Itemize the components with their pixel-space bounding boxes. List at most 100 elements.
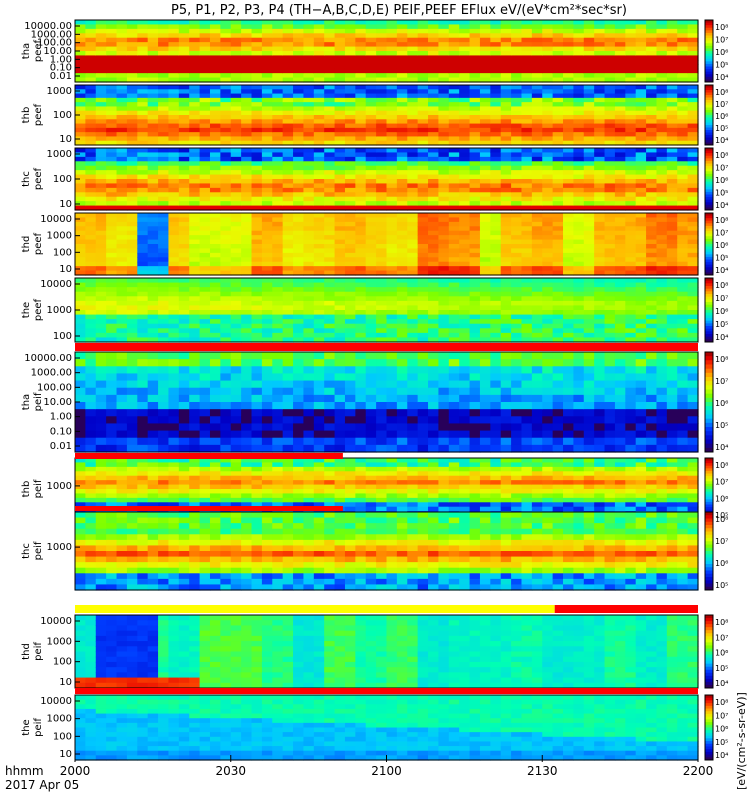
heatmap-cell	[230, 201, 242, 207]
heatmap-cell	[178, 244, 190, 250]
heatmap-cell	[656, 217, 668, 223]
heatmap-cell	[230, 305, 242, 311]
heatmap-cell	[407, 328, 419, 334]
heatmap-cell	[355, 257, 367, 263]
heatmap-cell	[95, 423, 107, 432]
heatmap-cell	[677, 140, 689, 146]
heatmap-cell	[199, 59, 211, 65]
heatmap-cell	[573, 140, 585, 146]
heatmap-cell	[147, 239, 159, 245]
heatmap-cell	[677, 24, 689, 30]
heatmap-cell	[293, 402, 305, 410]
heatmap-cell	[646, 136, 658, 142]
heatmap-cell	[635, 278, 647, 284]
heatmap-cell	[438, 77, 450, 83]
heatmap-cell	[459, 170, 471, 176]
heatmap-cell	[261, 123, 273, 129]
heatmap-cell	[303, 314, 315, 320]
heatmap-cell	[469, 430, 481, 439]
heatmap-cell	[189, 261, 201, 267]
heatmap-cell	[396, 33, 408, 39]
heatmap-cell	[479, 196, 491, 202]
heatmap-cell	[542, 310, 554, 316]
heatmap-cell	[625, 68, 637, 74]
heatmap-cell	[261, 161, 273, 167]
heatmap-cell	[376, 282, 388, 288]
heatmap-cell	[178, 380, 190, 389]
heatmap-cell	[147, 323, 159, 329]
heatmap-cell	[365, 291, 377, 297]
heatmap-cell	[85, 37, 97, 43]
heatmap-cell	[448, 132, 460, 138]
heatmap-cell	[407, 226, 419, 232]
heatmap-cell	[511, 24, 523, 30]
heatmap-cell	[199, 402, 211, 410]
heatmap-cell	[147, 380, 159, 389]
heatmap-cell	[656, 187, 668, 193]
heatmap-cell	[396, 205, 408, 211]
heatmap-cell	[386, 196, 398, 202]
heatmap-cell	[199, 179, 211, 185]
heatmap-cell	[334, 110, 346, 116]
heatmap-cell	[95, 359, 107, 367]
heatmap-cell	[594, 205, 606, 211]
heatmap-cell	[656, 305, 668, 311]
heatmap-cell	[552, 323, 564, 329]
heatmap-cell	[469, 106, 481, 112]
heatmap-cell	[656, 183, 668, 189]
heatmap-cell	[85, 305, 97, 311]
heatmap-cell	[479, 387, 491, 396]
heatmap-cell	[293, 106, 305, 112]
heatmap-cell	[428, 201, 440, 207]
heatmap-cell	[344, 305, 356, 311]
heatmap-cell	[303, 115, 315, 120]
heatmap-cell	[106, 300, 118, 307]
heatmap-cell	[604, 59, 616, 65]
heatmap-cell	[303, 187, 315, 193]
heatmap-cell	[272, 37, 284, 43]
heatmap-cell	[438, 123, 450, 129]
heatmap-cell	[500, 123, 512, 129]
heatmap-cell	[573, 217, 585, 223]
heatmap-cell	[365, 165, 377, 171]
heatmap-cell	[220, 235, 232, 241]
heatmap-cell	[552, 270, 564, 276]
heatmap-cell	[635, 132, 647, 138]
heatmap-cell	[251, 89, 263, 95]
heatmap-cell	[220, 170, 232, 176]
heatmap-cell	[365, 352, 377, 360]
heatmap-cell	[500, 46, 512, 52]
heatmap-cell	[490, 409, 502, 417]
heatmap-cell	[189, 337, 201, 343]
heatmap-cell	[75, 192, 86, 198]
heatmap-cell	[500, 366, 512, 375]
heatmap-cell	[189, 266, 201, 272]
heatmap-cell	[396, 213, 408, 219]
heatmap-cell	[376, 261, 388, 267]
heatmap-cell	[126, 148, 138, 154]
heatmap-cell	[158, 328, 170, 334]
heatmap-cell	[583, 270, 595, 276]
heatmap-cell	[365, 278, 377, 284]
heatmap-cell	[635, 305, 647, 311]
heatmap-cell	[459, 102, 471, 108]
heatmap-cell	[396, 278, 408, 284]
heatmap-cell	[282, 64, 294, 70]
heatmap-cell	[230, 85, 242, 90]
heatmap-cell	[147, 102, 159, 108]
heatmap-cell	[209, 136, 221, 142]
heatmap-cell	[251, 287, 263, 293]
heatmap-cell	[334, 20, 346, 26]
heatmap-cell	[261, 387, 273, 396]
heatmap-cell	[334, 156, 346, 162]
heatmap-cell	[479, 252, 491, 258]
heatmap-cell	[168, 416, 180, 425]
colorbar-swatch	[705, 56, 713, 60]
heatmap-cell	[116, 148, 128, 154]
heatmap-cell	[594, 93, 606, 99]
heatmap-cell	[521, 59, 533, 65]
heatmap-cell	[666, 287, 678, 293]
heatmap-cell	[687, 179, 699, 185]
heatmap-cell	[625, 261, 637, 267]
heatmap-cell	[490, 235, 502, 241]
